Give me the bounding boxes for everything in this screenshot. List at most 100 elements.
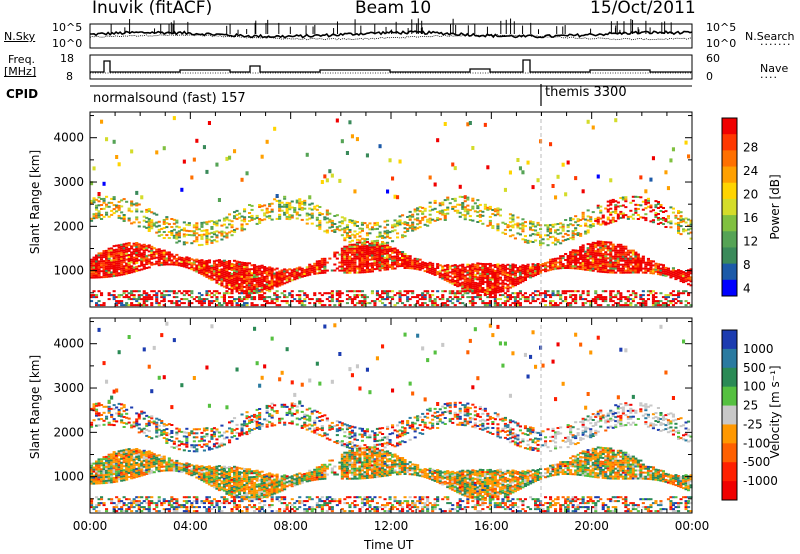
heatmap-cell — [268, 274, 272, 277]
heatmap-cell — [152, 247, 156, 250]
heatmap-cell — [481, 265, 485, 267]
heatmap-cell — [107, 251, 111, 254]
heatmap-cell — [280, 279, 284, 282]
heatmap-cell — [476, 284, 480, 287]
heatmap-cell — [117, 466, 121, 469]
heatmap-cell — [100, 498, 104, 501]
heatmap-cell — [498, 270, 502, 273]
heatmap-cell — [185, 241, 189, 244]
heatmap-cell — [295, 213, 299, 216]
heatmap-cell — [303, 203, 307, 206]
heatmap-cell — [323, 292, 327, 295]
heatmap-cell — [498, 208, 502, 211]
heatmap-cell — [157, 228, 161, 231]
heatmap-cell — [664, 272, 668, 275]
heatmap-cell — [310, 265, 314, 268]
heatmap-cell — [127, 264, 131, 266]
heatmap-cell — [641, 255, 645, 258]
heatmap-cell — [230, 220, 234, 223]
heatmap-cell — [498, 276, 502, 279]
heatmap-cell — [318, 223, 322, 226]
heatmap-cell — [90, 264, 94, 267]
heatmap-cell — [345, 271, 349, 274]
heatmap-cell — [105, 137, 109, 142]
heatmap-cell — [596, 296, 600, 299]
heatmap-cell — [398, 223, 402, 226]
heatmap-cell — [205, 221, 209, 224]
heatmap-cell — [561, 227, 565, 230]
heatmap-cell — [97, 210, 101, 213]
heatmap-cell — [358, 302, 362, 305]
heatmap-cell — [142, 243, 146, 246]
heatmap-cell — [391, 261, 395, 264]
heatmap-cell — [248, 280, 252, 283]
heatmap-cell — [368, 252, 372, 255]
heatmap-cell — [491, 264, 495, 267]
heatmap-cell — [428, 300, 432, 303]
heatmap-cell — [217, 304, 221, 307]
heatmap-cell — [488, 272, 492, 275]
heatmap-cell — [350, 261, 354, 264]
heatmap-cell — [195, 270, 199, 273]
heatmap-cell — [636, 253, 640, 256]
heatmap-cell — [659, 304, 663, 307]
heatmap-cell — [102, 215, 106, 218]
heatmap-cell — [576, 259, 580, 262]
heatmap-cell — [466, 292, 470, 295]
heatmap-cell — [142, 249, 146, 252]
heatmap-cell — [95, 402, 99, 405]
heatmap-cell — [238, 263, 242, 266]
heatmap-cell — [664, 304, 668, 307]
heatmap-cell — [325, 217, 329, 220]
heatmap-cell — [270, 281, 274, 284]
heatmap-cell — [233, 277, 237, 280]
heatmap-cell — [679, 219, 683, 222]
heatmap-cell — [127, 258, 131, 260]
heatmap-cell — [147, 246, 151, 249]
heatmap-cell — [115, 420, 119, 423]
heatmap-cell — [230, 280, 234, 283]
heatmap-cell — [285, 207, 289, 210]
heatmap-cell — [228, 268, 232, 270]
heatmap-cell — [215, 300, 219, 303]
heatmap-cell — [375, 298, 379, 301]
heatmap-cell — [310, 222, 314, 225]
heatmap-cell — [589, 245, 593, 248]
heatmap-cell — [127, 268, 131, 270]
cpid-panel — [90, 84, 692, 106]
heatmap-cell — [325, 229, 329, 232]
heatmap-cell — [639, 304, 643, 307]
heatmap-cell — [273, 298, 277, 301]
heatmap-cell — [408, 257, 412, 260]
heatmap-cell — [245, 278, 249, 281]
heatmap-cell — [486, 283, 490, 285]
heatmap-cell — [350, 245, 354, 248]
heatmap-cell — [639, 298, 643, 301]
heatmap-cell — [576, 234, 580, 236]
heatmap-cell — [576, 267, 580, 270]
heatmap-cell — [100, 292, 104, 295]
heatmap-cell — [338, 290, 342, 293]
heatmap-cell — [493, 288, 497, 290]
heatmap-cell — [345, 263, 349, 266]
heatmap-cell — [473, 275, 477, 278]
heatmap-cell — [549, 264, 553, 267]
heatmap-cell — [473, 267, 477, 270]
heatmap-cell — [651, 272, 655, 275]
heatmap-cell — [228, 279, 232, 282]
heatmap-cell — [401, 257, 405, 259]
heatmap-cell — [265, 300, 269, 303]
heatmap-cell — [506, 275, 510, 278]
heatmap-cell — [493, 278, 497, 280]
heatmap-cell — [217, 271, 221, 274]
heatmap-cell — [411, 229, 415, 232]
heatmap-cell — [127, 262, 131, 264]
heatmap-cell — [132, 268, 136, 271]
heatmap-cell — [155, 292, 159, 295]
heatmap-cell — [473, 273, 477, 276]
heatmap-cell — [626, 300, 630, 303]
heatmap-cell — [406, 222, 410, 224]
heatmap-cell — [95, 462, 99, 465]
heatmap-cell — [581, 264, 585, 267]
heatmap-cell — [255, 304, 259, 307]
